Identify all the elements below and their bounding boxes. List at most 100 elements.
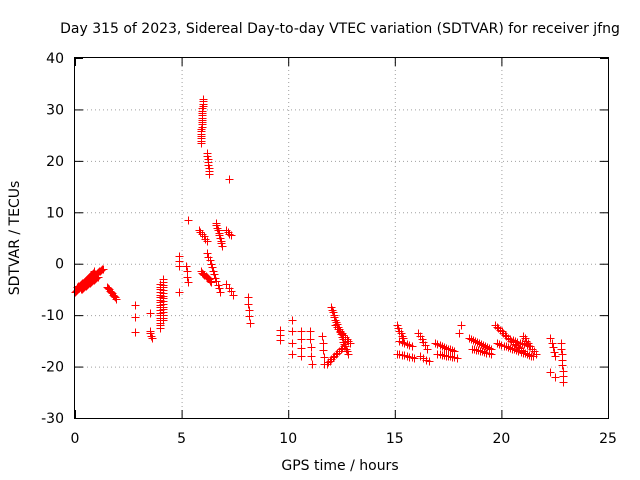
data-point (551, 352, 560, 361)
data-point (94, 273, 103, 282)
x-tick-label: 20 (492, 431, 510, 447)
data-point (207, 278, 216, 287)
x-tick-label: 25 (599, 431, 617, 447)
y-tick-label: -10 (41, 308, 64, 324)
data-point (244, 300, 253, 309)
data-point (146, 309, 155, 318)
data-point (467, 335, 476, 344)
data-point (504, 334, 513, 343)
data-point (403, 352, 412, 361)
data-point (473, 338, 482, 347)
y-axis-label: SDTVAR / TECUs (7, 181, 23, 296)
data-point (446, 352, 455, 361)
data-point (216, 288, 225, 297)
data-point (395, 327, 404, 336)
data-point (159, 316, 168, 325)
data-point (206, 256, 215, 265)
data-point (276, 336, 285, 345)
data-point (549, 343, 558, 352)
data-point (112, 295, 121, 304)
data-point (495, 340, 504, 349)
data-point (198, 230, 207, 239)
y-tick-label: -20 (41, 360, 64, 376)
data-point (99, 265, 108, 274)
data-point (448, 346, 457, 355)
data-point (453, 354, 462, 363)
data-point (546, 368, 555, 377)
data-point (308, 360, 317, 369)
data-point (288, 316, 297, 325)
data-point (328, 306, 337, 315)
grid-lines (75, 58, 608, 418)
x-tick-label: 15 (386, 431, 404, 447)
data-point (97, 266, 106, 275)
data-point (438, 342, 447, 351)
data-point (509, 336, 518, 345)
data-point (470, 345, 479, 354)
data-point (111, 293, 120, 302)
data-point (320, 353, 329, 362)
data-point (403, 340, 412, 349)
data-point (175, 262, 184, 271)
data-point (548, 339, 557, 348)
data-point (147, 332, 156, 341)
data-point (408, 342, 417, 351)
data-point (550, 348, 559, 357)
data-point (288, 350, 297, 359)
chart-title: Day 315 of 2023, Sidereal Day-to-day VTE… (60, 21, 620, 37)
data-point (423, 345, 432, 354)
y-tick-label: 30 (46, 102, 64, 118)
y-tick-label: 10 (46, 205, 64, 221)
data-point (131, 301, 140, 310)
data-point (346, 339, 355, 348)
data-point (203, 249, 212, 258)
data-point (197, 125, 206, 134)
data-point (131, 313, 140, 322)
data-point (558, 361, 567, 370)
data-point (175, 288, 184, 297)
data-point (525, 351, 534, 360)
data-point (229, 291, 238, 300)
data-point (225, 175, 234, 184)
data-point (511, 337, 520, 346)
x-tick-label: 10 (279, 431, 297, 447)
y-tick-label: 40 (46, 51, 64, 67)
data-point (184, 216, 193, 225)
data-point (481, 342, 490, 351)
data-point (512, 346, 521, 355)
data-point (225, 230, 234, 239)
data-point (442, 344, 451, 353)
data-point (319, 346, 328, 355)
data-point (510, 345, 519, 354)
data-point (446, 345, 455, 354)
data-point (227, 287, 236, 296)
data-point (344, 350, 353, 359)
data-point (319, 339, 328, 348)
data-point (212, 277, 221, 286)
data-point (493, 339, 502, 348)
data-point (92, 274, 101, 283)
data-point (307, 343, 316, 352)
data-point (245, 312, 254, 321)
data-point (557, 345, 566, 354)
data-point (288, 327, 297, 336)
plot-frame (74, 57, 609, 419)
data-point (477, 340, 486, 349)
data-point (334, 325, 343, 334)
data-point (148, 334, 157, 343)
x-tick-labels: 0 5 10 15 20 25 (71, 431, 617, 447)
data-point (198, 104, 207, 113)
data-point (546, 334, 555, 343)
data-point (184, 278, 193, 287)
data-point (344, 337, 353, 346)
data-points (71, 95, 568, 387)
data-point (408, 353, 417, 362)
data-point (318, 332, 327, 341)
data-point (307, 352, 316, 361)
data-point (559, 378, 568, 387)
data-point (410, 354, 419, 363)
data-point (469, 336, 478, 345)
data-point (306, 335, 315, 344)
data-point (244, 293, 253, 302)
